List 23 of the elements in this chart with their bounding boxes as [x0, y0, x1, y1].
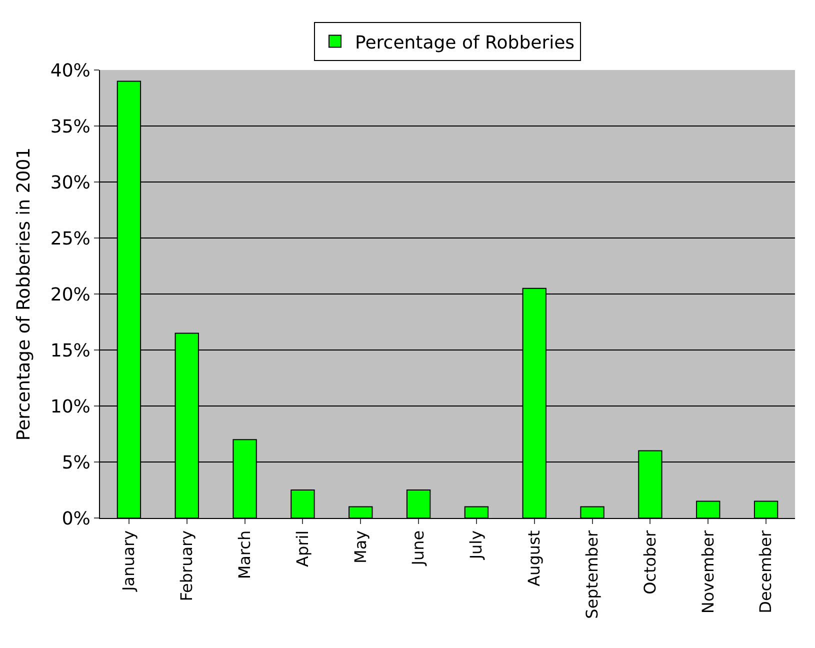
x-tick-label: May	[350, 530, 370, 564]
y-tick-label: 0%	[62, 508, 90, 530]
y-tick-label: 20%	[50, 284, 90, 306]
x-tick-label: June	[408, 530, 428, 566]
y-tick-label: 40%	[50, 60, 90, 82]
y-tick-label: 35%	[50, 116, 90, 138]
x-tick-label: July	[466, 530, 486, 560]
y-tick-label: 15%	[50, 340, 90, 362]
x-tick-label: April	[292, 530, 312, 567]
y-tick-label: 10%	[50, 396, 90, 418]
x-tick-label: February	[177, 530, 196, 602]
y-tick-label: 30%	[50, 172, 90, 194]
legend-label: Percentage of Robberies	[355, 32, 575, 54]
x-tick-label: January	[119, 530, 138, 592]
x-tick-label: August	[524, 530, 544, 586]
x-tick-label: September	[582, 530, 602, 619]
x-tick-label: October	[640, 530, 660, 594]
x-tick-label: December	[756, 530, 776, 614]
x-tick-label: March	[234, 530, 254, 580]
y-tick-label: 5%	[62, 452, 90, 474]
x-tick-label: November	[698, 530, 718, 614]
y-tick-label: 25%	[50, 228, 90, 250]
y-axis-title: Percentage of Robberies in 2001	[14, 147, 35, 441]
